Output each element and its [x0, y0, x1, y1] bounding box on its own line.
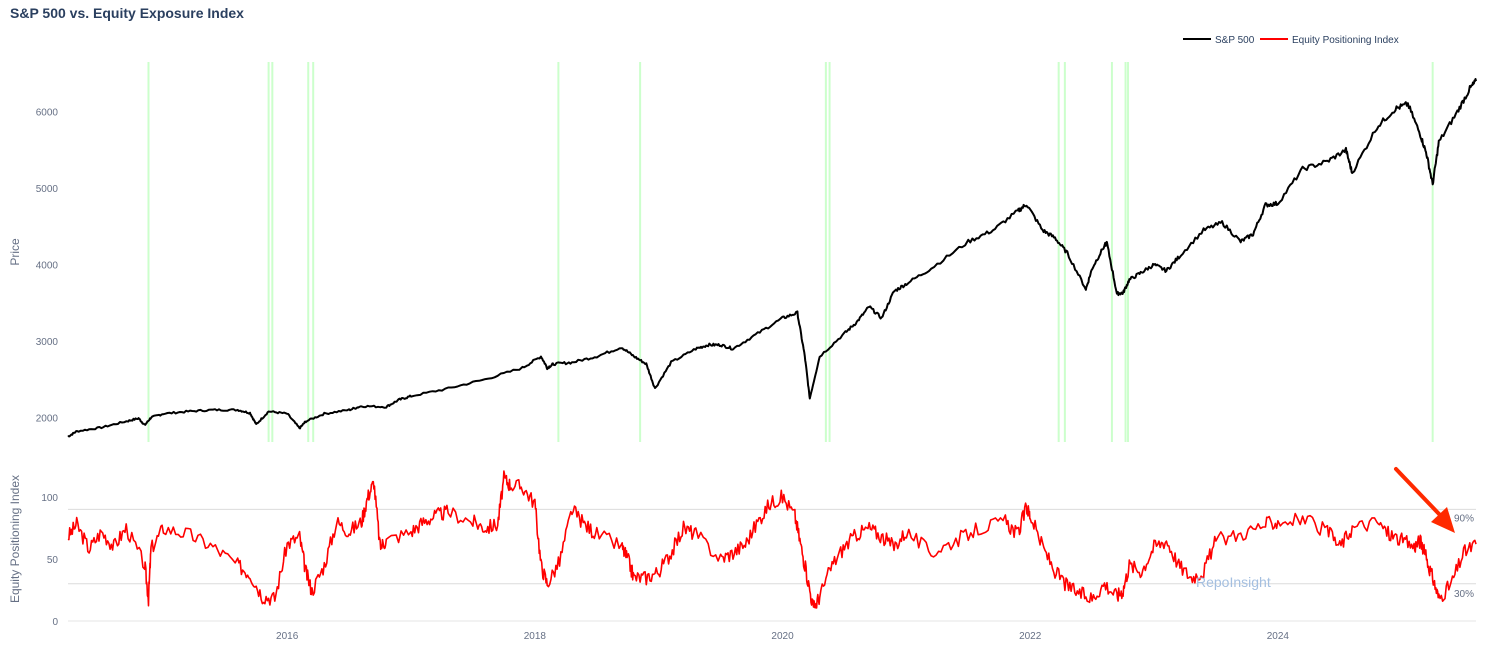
highlight-band: [824, 62, 827, 442]
x-tick-label: 2016: [276, 631, 299, 642]
legend-label-index: Equity Positioning Index: [1292, 35, 1399, 46]
x-tick-label: 2018: [524, 631, 547, 642]
highlight-band: [1431, 62, 1434, 442]
top-y-axis-title: Price: [8, 238, 22, 266]
top-y-tick-label: 3000: [36, 337, 59, 348]
highlight-bands: [147, 62, 1434, 442]
bottom-y-tick-label: 0: [52, 617, 58, 628]
highlight-band: [828, 62, 831, 442]
bottom-y-tick-label: 50: [47, 555, 59, 566]
top-y-ticks: 2000 3000 4000 5000 6000: [36, 108, 59, 425]
threshold-label: 30%: [1454, 589, 1474, 600]
highlight-band: [1057, 62, 1060, 442]
legend-label-sp500: S&P 500: [1215, 35, 1255, 46]
sp500-series-line: [67, 78, 1477, 438]
top-y-tick-label: 5000: [36, 184, 59, 195]
highlight-band: [1110, 62, 1113, 442]
highlight-band: [1124, 62, 1127, 442]
annotation-arrow: [1394, 467, 1455, 533]
highlight-band: [147, 62, 150, 442]
highlight-band: [312, 62, 315, 442]
highlight-band: [639, 62, 642, 442]
threshold-lines: 90% 30%: [68, 508, 1476, 600]
index-series-line: [67, 470, 1477, 609]
top-y-tick-label: 4000: [36, 261, 59, 272]
bottom-y-axis-title: Equity Positioning Index: [8, 475, 22, 603]
highlight-band: [557, 62, 560, 442]
x-tick-label: 2024: [1267, 631, 1290, 642]
watermark: RepoInsight: [1196, 574, 1271, 590]
legend: S&P 500 Equity Positioning Index: [1183, 35, 1399, 46]
x-tick-label: 2020: [771, 631, 794, 642]
highlight-band: [307, 62, 310, 442]
x-axis-ticks: 2016 2018 2020 2022 2024: [276, 631, 1289, 642]
highlight-band: [267, 62, 270, 442]
x-tick-label: 2022: [1019, 631, 1042, 642]
top-y-tick-label: 2000: [36, 414, 59, 425]
bottom-y-tick-label: 100: [41, 493, 58, 504]
threshold-label: 90%: [1454, 513, 1474, 524]
highlight-band: [271, 62, 274, 442]
bottom-y-ticks: 0 50 100: [41, 493, 58, 628]
highlight-band: [1127, 62, 1130, 442]
chart-title: S&P 500 vs. Equity Exposure Index: [10, 5, 244, 21]
top-y-tick-label: 6000: [36, 108, 59, 119]
